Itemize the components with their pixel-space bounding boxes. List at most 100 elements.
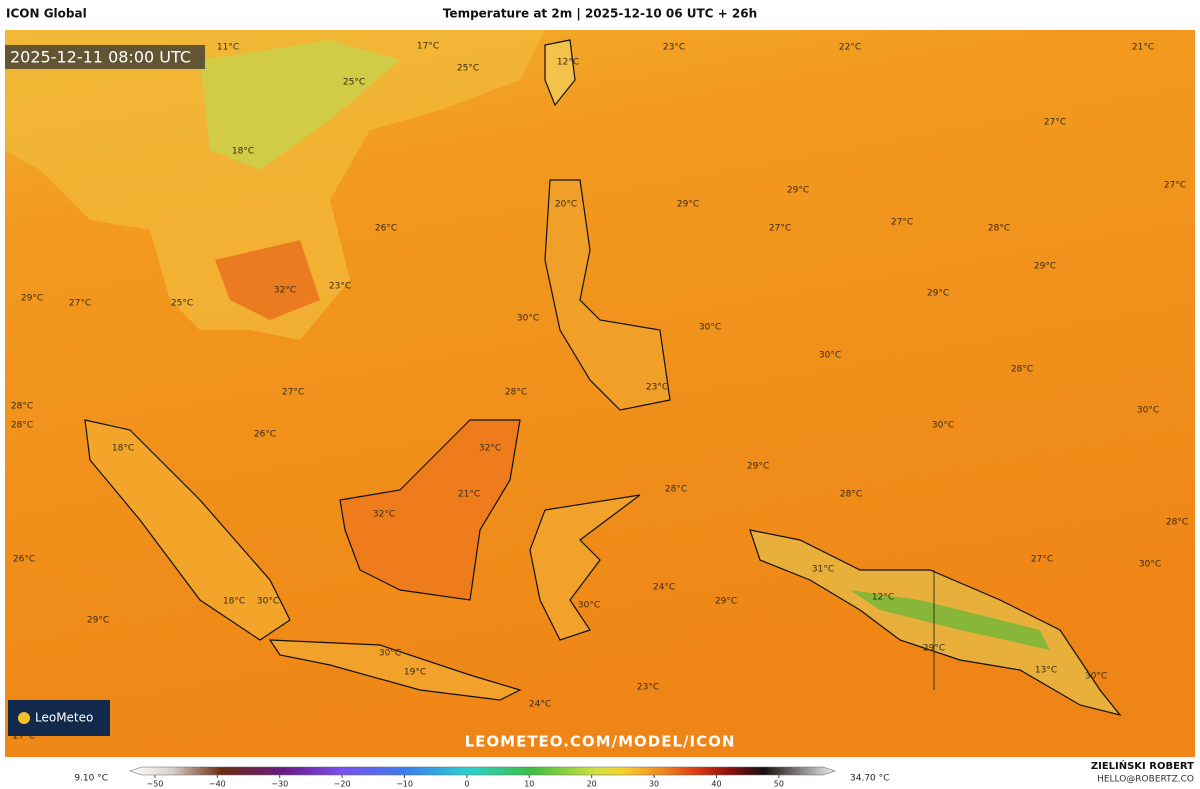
colorbar-tick-label: 50 — [774, 780, 784, 789]
temperature-label: 23°C — [329, 282, 351, 292]
temperature-label: 29°C — [21, 294, 43, 304]
temperature-label: 24°C — [529, 700, 551, 710]
land-borneo — [339, 419, 521, 601]
temperature-label: 27°C — [891, 218, 913, 228]
colorbar-tick-label: 20 — [587, 780, 597, 789]
logo-text: LeoMeteo — [35, 711, 93, 725]
temperature-label: 12°C — [872, 593, 894, 603]
temperature-label: 30°C — [578, 601, 600, 611]
temperature-label: 23°C — [646, 383, 668, 393]
colorbar-scale — [129, 766, 836, 776]
temperature-label: 20°C — [555, 200, 577, 210]
temperature-label: 27°C — [13, 732, 35, 742]
temperature-label: 30°C — [932, 421, 954, 431]
temperature-label: 28°C — [1011, 365, 1033, 375]
temperature-label: 29°C — [923, 644, 945, 654]
temperature-label: 23°C — [663, 43, 685, 53]
temperature-label: 30°C — [379, 649, 401, 659]
temperature-label: 29°C — [747, 462, 769, 472]
land-indochina — [5, 30, 545, 340]
land-java — [268, 639, 522, 701]
temperature-label: 30°C — [819, 351, 841, 361]
temperature-label: 30°C — [1137, 406, 1159, 416]
colorbar-max: 34.70 °C — [850, 774, 889, 784]
temperature-label: 27°C — [1164, 181, 1186, 191]
colorbar: 9.10 °C 34.70 °C −50 −40 −30 −20 −10 0 10 20 30 4… — [74, 766, 889, 789]
author: ZIELIŃSKI ROBERT — [1091, 759, 1194, 772]
colorbar-tick-label: −50 — [147, 780, 164, 789]
colorbar-tick-label: −40 — [209, 780, 226, 789]
temperature-label: 18°C — [232, 147, 254, 157]
temperature-label: 13°C — [1035, 666, 1057, 676]
temperature-label: 22°C — [839, 43, 861, 53]
colorbar-tick-label: 40 — [711, 780, 721, 789]
temperature-label: 29°C — [715, 597, 737, 607]
highland-new-guinea — [850, 590, 1050, 650]
land-sulawesi — [529, 494, 641, 641]
temperature-label: 27°C — [1031, 555, 1053, 565]
colorbar-tick-label: −10 — [396, 780, 413, 789]
temperature-label: 17°C — [417, 42, 439, 52]
temperature-label: 28°C — [988, 224, 1010, 234]
temperature-label: 29°C — [1034, 262, 1056, 272]
temperature-label: 32°C — [479, 444, 501, 454]
timestamp: 2025-12-11 08:00 UTC — [10, 48, 191, 67]
temperature-label: 27°C — [1044, 118, 1066, 128]
temperature-label: 27°C — [69, 299, 91, 309]
temperature-label: 28°C — [665, 485, 687, 495]
temperature-label: 30°C — [257, 597, 279, 607]
temperature-label: 29°C — [787, 186, 809, 196]
land-taiwan — [544, 39, 576, 107]
temperature-label: 30°C — [517, 314, 539, 324]
temperature-label: 28°C — [505, 388, 527, 398]
temperature-label: 30°C — [1085, 672, 1107, 682]
highland — [200, 40, 400, 170]
temperature-label: 12°C — [557, 58, 579, 68]
temperature-label: 31°C — [812, 565, 834, 575]
colorbar-tick-label: −30 — [271, 780, 288, 789]
temperature-label: 11°C — [217, 43, 239, 53]
map: 11°C 17°C 25°C 25°C 23°C 22°C 21°C 12°C 18°C 27°C… — [5, 30, 1195, 757]
temperature-label: 32°C — [373, 510, 395, 520]
temperature-label: 29°C — [87, 616, 109, 626]
temperature-label: 23°C — [637, 683, 659, 693]
temperature-label: 26°C — [13, 555, 35, 565]
temperature-label: 29°C — [677, 200, 699, 210]
temperature-label: 26°C — [254, 430, 276, 440]
temperature-label: 27°C — [282, 388, 304, 398]
temperature-label: 21°C — [1132, 43, 1154, 53]
colorbar-tick-label: 30 — [649, 780, 659, 789]
model-name: ICON Global — [6, 7, 87, 21]
temperature-label: 30°C — [699, 323, 721, 333]
colorbar-tick-label: −20 — [334, 780, 351, 789]
temperature-label: 28°C — [11, 421, 33, 431]
hot-area — [215, 240, 320, 320]
temperature-label: 25°C — [171, 299, 193, 309]
temperature-label: 25°C — [343, 78, 365, 88]
watermark: LEOMETEO.COM/MODEL/ICON — [465, 733, 736, 751]
temperature-label: 18°C — [223, 597, 245, 607]
temperature-label: 32°C — [274, 286, 296, 296]
temperature-label: 21°C — [458, 490, 480, 500]
temperature-label: 28°C — [840, 490, 862, 500]
temperature-label: 29°C — [927, 289, 949, 299]
temperature-labels: 11°C 17°C 25°C 25°C 23°C 22°C 21°C 12°C 18°C 27°C… — [11, 42, 1188, 742]
colorbar-min: 9.10 °C — [74, 774, 108, 784]
temperature-label: 28°C — [1166, 518, 1188, 528]
email: HELLO@ROBERTZ.CO — [1097, 775, 1194, 785]
temperature-label: 28°C — [11, 402, 33, 412]
logo-icon — [18, 712, 30, 724]
land-philippines — [544, 179, 671, 411]
land-sumatra — [84, 419, 291, 641]
temperature-label: 19°C — [404, 668, 426, 678]
colorbar-tick-label: 10 — [524, 780, 534, 789]
colorbar-tick-label: 0 — [464, 780, 469, 789]
temperature-label: 27°C — [769, 224, 791, 234]
timestamp-box — [5, 45, 205, 69]
map-title: Temperature at 2m | 2025-12-10 06 UTC + … — [443, 7, 757, 21]
temperature-label: 18°C — [112, 444, 134, 454]
temperature-label: 25°C — [457, 64, 479, 74]
temperature-label: 26°C — [375, 224, 397, 234]
